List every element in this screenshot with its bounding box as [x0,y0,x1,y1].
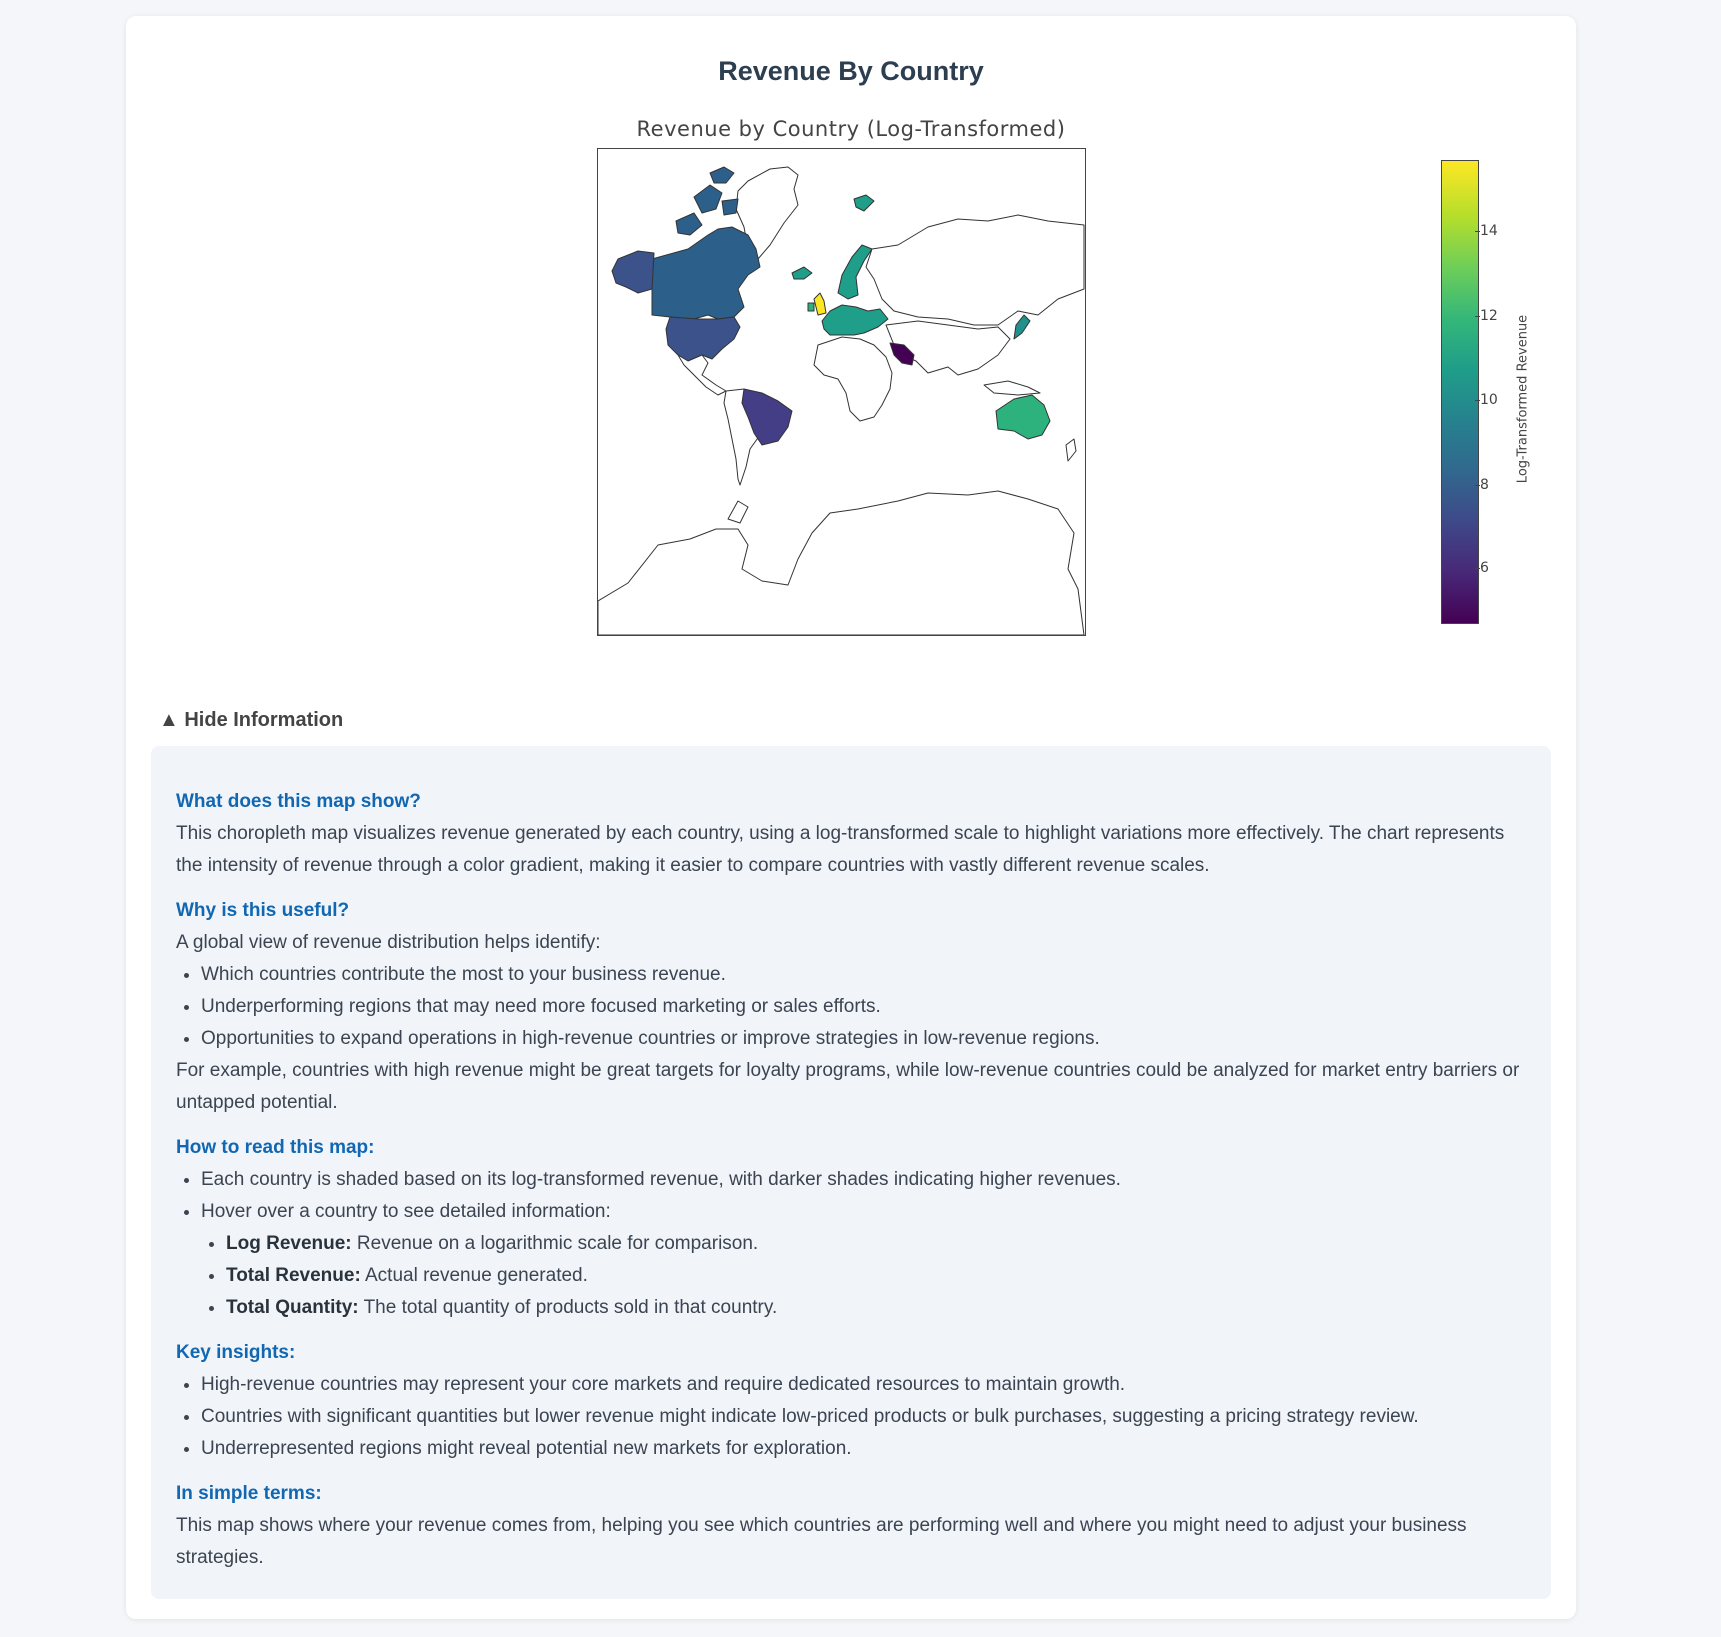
term-text: Actual revenue generated. [360,1265,588,1286]
bullet-list: Each country is shaded based on its log-… [176,1164,1521,1324]
map-title: Revenue by Country (Log-Transformed) [636,117,1066,141]
list-item: Total Revenue: Actual revenue generated. [226,1260,1521,1292]
list-item: Underrepresented regions might reveal po… [201,1433,1521,1465]
list-item: Underperforming regions that may need mo… [201,991,1521,1023]
region-brazil[interactable] [741,388,793,446]
sub-bullet-list: Log Revenue: Revenue on a logarithmic sc… [201,1228,1521,1324]
information-panel: What does this map show? This choropleth… [151,746,1551,1599]
new-zealand[interactable] [1065,438,1077,462]
list-item-text: Hover over a country to see detailed inf… [201,1201,611,1222]
list-item: Opportunities to expand operations in hi… [201,1023,1521,1055]
chart-card: Revenue By Country Revenue by Country (L… [126,16,1576,1619]
list-item: Which countries contribute the most to y… [201,959,1521,991]
region-united-states[interactable] [665,316,741,362]
section-heading: In simple terms: [176,1483,322,1504]
colorbar-tick: 14 [1475,223,1498,239]
section-intro: A global view of revenue distribution he… [176,932,601,953]
region-scandinavia[interactable] [837,244,873,300]
indonesia[interactable] [983,380,1041,396]
term-label: Log Revenue: [226,1233,352,1254]
region-svalbard[interactable] [853,194,875,212]
region-saudi-arabia[interactable] [889,342,915,366]
choropleth-map[interactable] [597,148,1086,636]
section-text: This map shows where your revenue comes … [176,1515,1467,1568]
region-canada[interactable] [651,226,761,320]
region-united-kingdom[interactable] [813,292,827,316]
section-heading: What does this map show? [176,791,421,812]
list-item: Countries with significant quantities bu… [201,1401,1521,1433]
greenland[interactable] [735,166,799,260]
colorbar-tick: 10 [1475,392,1498,408]
colorbar-tick: 8 [1475,477,1489,493]
section-heading: Why is this useful? [176,900,350,921]
colorbar-title: Log-Transformed Revenue [1515,314,1531,484]
colorbar-tick: 6 [1475,560,1489,576]
term-text: Revenue on a logarithmic scale for compa… [351,1233,759,1254]
bullet-list: High-revenue countries may represent you… [176,1369,1521,1465]
colorbar: 14 12 10 8 6 Log-Transformed Revenue [1440,159,1560,639]
antarctica[interactable] [598,490,1085,635]
term-label: Total Quantity: [226,1297,359,1318]
africa[interactable] [813,336,893,422]
region-alaska[interactable] [611,250,655,294]
colorbar-gradient [1441,160,1479,624]
hide-information-toggle[interactable]: ▲ Hide Information [159,709,344,731]
list-item: Log Revenue: Revenue on a logarithmic sc… [226,1228,1521,1260]
section-text: This choropleth map visualizes revenue g… [176,823,1505,876]
term-label: Total Revenue: [226,1265,361,1286]
colorbar-tick: 12 [1475,308,1498,324]
card-title: Revenue By Country [718,56,984,86]
section-outro: For example, countries with high revenue… [176,1060,1520,1113]
bullet-list: Which countries contribute the most to y… [176,959,1521,1055]
section-heading: Key insights: [176,1342,296,1363]
antarctic-peninsula[interactable] [727,500,749,524]
list-item: Hover over a country to see detailed inf… [201,1196,1521,1324]
region-japan[interactable] [1013,314,1031,340]
region-europe[interactable] [821,304,889,336]
term-text: The total quantity of products sold in t… [358,1297,778,1318]
mexico[interactable] [677,354,727,396]
ireland[interactable] [807,302,815,312]
section-heading: How to read this map: [176,1137,375,1158]
region-canada-islands[interactable] [675,166,739,236]
region-iceland[interactable] [791,266,813,280]
list-item: High-revenue countries may represent you… [201,1369,1521,1401]
list-item: Total Quantity: The total quantity of pr… [226,1292,1521,1324]
list-item: Each country is shaded based on its log-… [201,1164,1521,1196]
region-australia[interactable] [995,394,1051,440]
russia[interactable] [865,214,1085,326]
